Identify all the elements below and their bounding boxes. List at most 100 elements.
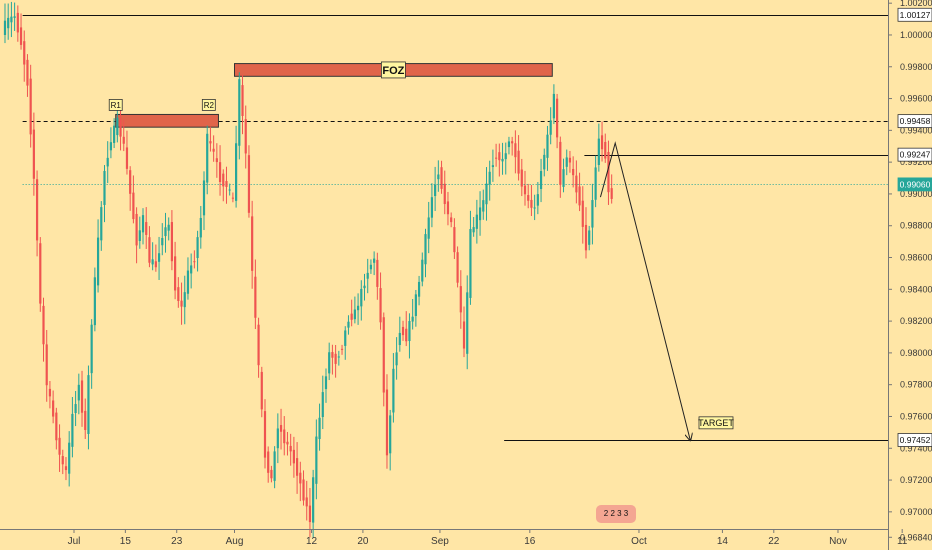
candle-body [427, 217, 430, 239]
candle-body [501, 158, 504, 162]
projection-arrow [599, 141, 690, 440]
candle-body [562, 169, 565, 187]
candle-body [491, 165, 495, 168]
annotation-box [201, 99, 216, 111]
candle-body [450, 217, 453, 223]
candle-body [565, 157, 568, 167]
candle-body [459, 286, 462, 313]
price-label-bg [897, 147, 932, 162]
candle-body [141, 215, 145, 233]
y-tick-label: 0.99200 [900, 157, 932, 167]
candle-body [389, 415, 392, 454]
candle-body [206, 133, 209, 183]
y-tick-label: 0.97400 [900, 443, 932, 453]
candle-body [305, 497, 308, 507]
candle-body [607, 151, 610, 193]
candle-body [527, 195, 530, 201]
candle-body [430, 197, 434, 218]
candle-body [453, 227, 456, 253]
candle-body [32, 129, 35, 179]
projection [599, 141, 690, 440]
candle-body [379, 288, 382, 323]
candle-body [145, 222, 148, 235]
candle-body [276, 428, 279, 449]
candle-body [568, 157, 572, 163]
candle-body [482, 200, 485, 212]
candle-body [504, 153, 507, 160]
x-tick-label: 14 [717, 536, 729, 547]
candle-body [222, 173, 225, 187]
candle-body [321, 392, 324, 418]
candle-body [77, 384, 80, 401]
candle-body [109, 142, 113, 151]
candle-body [366, 272, 369, 279]
candle-body [225, 181, 228, 187]
candle-body [363, 285, 366, 289]
candle-body [138, 230, 141, 241]
candle-body [196, 237, 199, 259]
candle-body [218, 162, 222, 182]
y-tick-label: 1.00200 [900, 0, 932, 8]
candle-body [29, 78, 32, 135]
candle-body [356, 305, 360, 311]
candle-body [581, 200, 584, 227]
candle-body [174, 256, 177, 291]
candle-body [462, 321, 466, 349]
candle-body [116, 117, 119, 136]
candle-body [71, 413, 74, 447]
candle-body [552, 93, 555, 119]
candle-body [353, 309, 356, 320]
x-tick-label: Jul [68, 536, 81, 547]
candle-body [61, 456, 64, 465]
y-axis-ticks: 0.96840 0.97000 0.97200 0.97400 0.97600 0.978… [888, 0, 932, 542]
candle-body [74, 404, 77, 414]
candle-body [575, 175, 578, 193]
candle-body [405, 328, 408, 342]
candle-body [488, 171, 491, 185]
candle-body [80, 380, 84, 413]
candle-body [241, 85, 244, 116]
candle-body [16, 12, 19, 33]
candle-body [495, 157, 498, 159]
candle-body [231, 197, 234, 199]
candle-body [87, 375, 90, 434]
candle-body [411, 316, 414, 322]
candle-body [183, 292, 186, 308]
candle-body [84, 410, 87, 430]
candle-body [315, 436, 318, 484]
y-tick-label: 0.98400 [900, 284, 932, 294]
y-tick-label: 0.97000 [900, 507, 932, 517]
candle-body [594, 167, 597, 200]
candle-body [347, 321, 350, 328]
candle-body [48, 388, 52, 397]
zone-label: FOZ [382, 65, 404, 77]
x-tick-label: 11 [897, 536, 908, 547]
candle-body [100, 207, 103, 241]
candle-body [135, 213, 138, 246]
price-label: 0.97452 [900, 435, 931, 445]
candle-body [283, 429, 286, 444]
candle-body [119, 120, 122, 137]
zone-label-bg [380, 61, 406, 79]
zones: FOZ [115, 61, 553, 128]
x-tick-label: Sep [431, 536, 449, 547]
candle-body [523, 185, 527, 195]
candle-body [498, 152, 501, 161]
price-labels: 1.00127 0.99458 0.99247 0.99060 0.97452 [897, 7, 932, 447]
candle-body [103, 170, 106, 205]
candle-body [279, 425, 283, 432]
candle-body [113, 125, 116, 143]
watermark-text: 2 2 3 3 [604, 509, 629, 518]
candle-body [267, 451, 270, 473]
candle-body [193, 261, 196, 263]
candle-body [235, 143, 238, 201]
annotation-label: R2 [204, 101, 215, 110]
x-tick-label: 22 [768, 536, 780, 547]
candle-body [556, 98, 559, 138]
candle-body [132, 192, 135, 220]
candle-body [350, 313, 353, 320]
candle-body [64, 466, 68, 471]
candle-body [260, 371, 263, 410]
